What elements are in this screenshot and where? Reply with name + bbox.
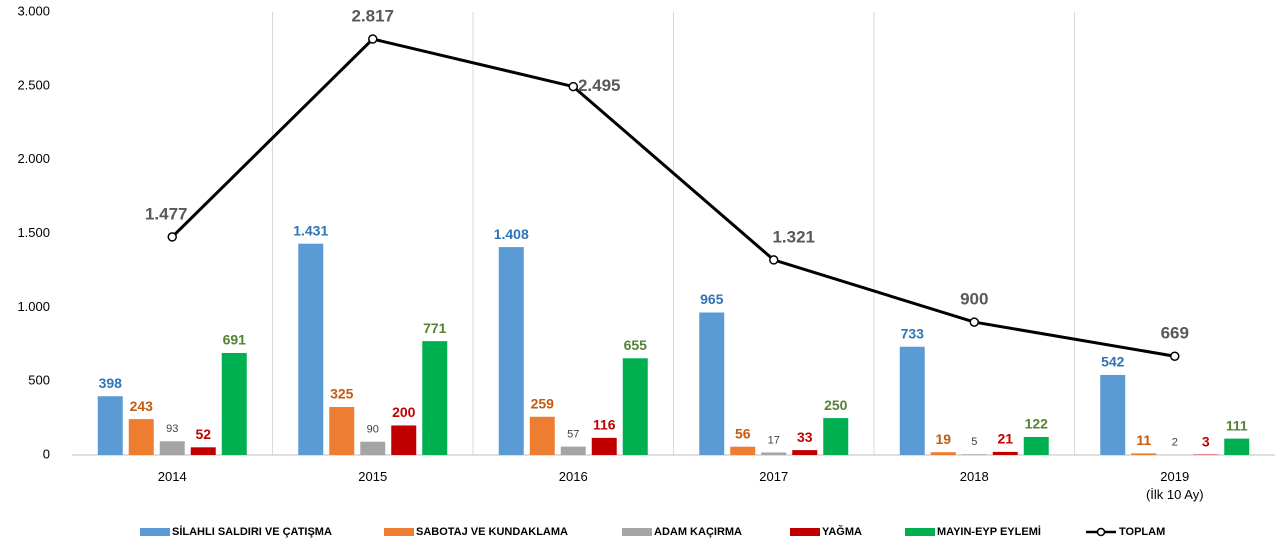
bar <box>498 247 524 455</box>
bar-value-label: 1.431 <box>293 222 328 238</box>
line-value-label: 2.817 <box>351 7 394 26</box>
bar-value-label: 52 <box>195 426 211 442</box>
line-point <box>568 81 578 92</box>
bar-value-label: 5 <box>971 436 977 448</box>
legend-label: MAYIN-EYP EYLEMİ <box>937 525 1041 538</box>
bar <box>1224 438 1250 455</box>
bar <box>761 452 787 455</box>
bar-value-label: 116 <box>593 417 616 433</box>
bar-value-label: 2 <box>1172 437 1178 449</box>
legend-label: ADAM KAÇIRMA <box>654 526 742 538</box>
bar-value-label: 325 <box>330 386 354 402</box>
bar-value-label: 17 <box>768 434 780 446</box>
legend-swatch <box>905 528 935 536</box>
bar-value-label: 57 <box>567 428 579 440</box>
x-tick-label: 2019 (İlk 10 Ay) <box>1145 469 1204 502</box>
bar <box>391 425 417 455</box>
bar-value-label: 691 <box>223 332 247 348</box>
bar <box>159 441 185 455</box>
legend-swatch <box>790 528 820 536</box>
legend-swatch <box>384 528 414 536</box>
y-tick-label: 2.000 <box>17 151 50 166</box>
bar <box>190 447 216 455</box>
y-tick-label: 3.000 <box>17 3 50 18</box>
y-tick-label: 0 <box>43 446 50 461</box>
legend-label: SİLAHLI SALDIRI VE ÇATIŞMA <box>172 525 332 538</box>
bar <box>529 416 555 455</box>
bar <box>792 450 818 455</box>
line-point <box>368 34 378 44</box>
bar-value-label: 259 <box>531 395 555 411</box>
bar <box>422 341 448 455</box>
bar <box>221 352 247 455</box>
bar <box>622 358 648 455</box>
bar <box>128 419 154 455</box>
bar-value-label: 56 <box>735 425 751 441</box>
bar-value-label: 11 <box>1136 432 1151 448</box>
x-tick-label: 2015 <box>358 469 388 484</box>
x-tick-label: 2014 <box>157 469 187 484</box>
line-value-label: 900 <box>960 290 988 309</box>
line-value-label: 2.495 <box>578 76 621 95</box>
bar <box>961 454 987 455</box>
x-tick-label: 2016 <box>558 469 588 484</box>
bar <box>699 312 725 455</box>
bar <box>591 437 617 455</box>
line-point <box>969 317 979 327</box>
line <box>171 37 1176 358</box>
bar-value-label: 33 <box>797 429 813 445</box>
bar-value-label: 1.408 <box>494 226 529 242</box>
bar <box>823 418 849 455</box>
bar <box>298 243 324 455</box>
line-point <box>167 232 177 242</box>
bar-value-label: 122 <box>1025 416 1049 432</box>
bar-value-label: 655 <box>624 337 648 353</box>
legend-swatch <box>622 528 652 536</box>
bar-value-label: 90 <box>367 424 379 436</box>
bar-value-label: 243 <box>130 398 154 414</box>
y-tick-label: 1.000 <box>17 299 50 314</box>
bar <box>1100 374 1126 455</box>
line-value-label: 1.321 <box>772 227 815 246</box>
bar-value-label: 250 <box>824 397 848 413</box>
bar <box>730 446 756 455</box>
bar <box>97 396 123 455</box>
bar-value-label: 771 <box>423 320 447 336</box>
y-tick-label: 500 <box>28 373 50 388</box>
bar-value-label: 542 <box>1101 354 1125 370</box>
bar-value-label: 3 <box>1202 433 1210 449</box>
bar <box>930 452 956 455</box>
line-value-label: 1.477 <box>145 204 188 223</box>
y-tick-label: 2.500 <box>17 77 50 92</box>
legend-swatch <box>140 528 170 536</box>
bar <box>899 346 925 455</box>
bar-value-label: 398 <box>99 375 123 391</box>
legend-marker <box>1096 527 1106 537</box>
bar <box>360 441 386 455</box>
legend-label: TOPLAM <box>1119 526 1165 538</box>
bar-value-label: 111 <box>1226 417 1248 433</box>
bar-value-label: 93 <box>166 423 178 435</box>
legend-label: YAĞMA <box>822 525 862 538</box>
bar <box>329 407 355 455</box>
line-value-label: 669 <box>1161 324 1189 343</box>
bar <box>1023 436 1049 455</box>
bar <box>1131 453 1157 455</box>
line-point <box>1170 351 1180 361</box>
y-tick-label: 1.500 <box>17 225 50 240</box>
bar <box>560 446 586 455</box>
bar-value-label: 19 <box>935 431 951 447</box>
bar-value-label: 200 <box>392 404 416 420</box>
bar-value-label: 965 <box>700 291 724 307</box>
bar <box>992 451 1018 455</box>
x-tick-label: 2018 <box>959 469 989 484</box>
bar-value-label: 733 <box>901 325 925 341</box>
bar-value-label: 21 <box>997 431 1013 447</box>
legend-label: SABOTAJ VE KUNDAKLAMA <box>416 526 568 538</box>
x-tick-label: 2017 <box>759 469 789 484</box>
line-point <box>769 255 779 265</box>
